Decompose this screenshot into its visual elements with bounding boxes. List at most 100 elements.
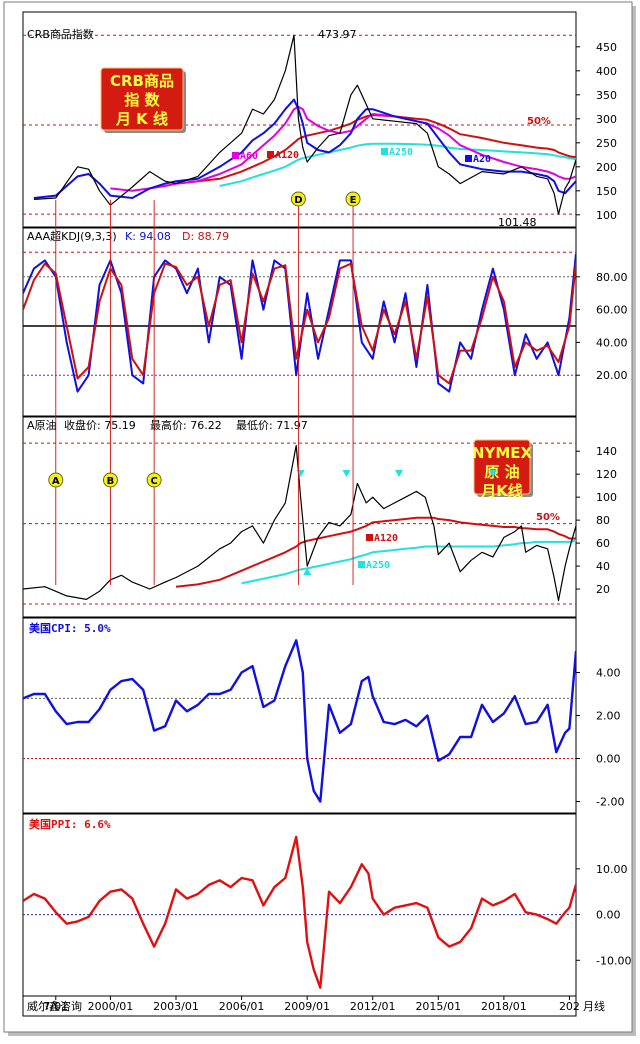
oil-ytick-label-0: 140 — [596, 445, 617, 458]
kdj-ytick-label-2: 40.00 — [596, 336, 628, 349]
kdj-ytick-label-0: 80.00 — [596, 271, 628, 284]
crb-stamp-line-1: 指 数 — [124, 91, 160, 109]
x-tick-label-1: 2000/01 — [88, 1000, 134, 1013]
ppi-ytick-label-1: 0.00 — [596, 909, 621, 922]
oil-ytick-label-3: 80 — [596, 514, 610, 527]
x-tick-label-0: 7/01 — [43, 1000, 68, 1013]
marker-circle-C — [146, 472, 162, 488]
crb-ma60-tag-swatch — [232, 152, 239, 159]
ppi-ytick-label-2: -10.00 — [596, 954, 631, 967]
oil-ma250-tag-label: A250 — [366, 560, 390, 571]
ppi-line — [23, 835, 576, 989]
marker-label-C: C — [150, 476, 157, 487]
marker-circle-A — [48, 472, 64, 488]
cpi-ytick-label-2: 0.00 — [596, 753, 621, 766]
crb-ytick-label-3: 300 — [596, 113, 617, 126]
oil-ytick-label-2: 100 — [596, 491, 617, 504]
cpi-ytick-label-0: 4.00 — [596, 667, 621, 680]
panel-box-4 — [22, 813, 577, 997]
oil-stamp-box — [473, 439, 531, 495]
crb-ma120-tag-swatch — [267, 151, 274, 158]
crb-ma120-line — [175, 114, 576, 185]
x-tick-label-5: 2012/01 — [350, 1000, 396, 1013]
oil-ytick-label-6: 20 — [596, 583, 610, 596]
oil-ma120-tag-swatch — [366, 534, 373, 541]
crb-price-line — [33, 34, 576, 215]
oil-close-label: 收盘价: 75.19 — [64, 418, 136, 432]
ppi-title: 美国PPI: 6.6% — [29, 817, 111, 831]
crb-ytick-label-6: 150 — [596, 185, 617, 198]
panels-layer — [22, 11, 577, 1017]
cpi-line — [23, 639, 576, 803]
crb-ma120-tag-label: A120 — [275, 150, 299, 161]
series-layer — [23, 34, 576, 989]
oil-ytick-label-5: 40 — [596, 560, 610, 573]
crb-ma60-tag-label: A60 — [240, 151, 258, 162]
oil-ytick-label-4: 60 — [596, 537, 610, 550]
crb-ma20-line — [33, 98, 576, 199]
crb-title: CRB商品指数 — [27, 27, 94, 41]
panel-box-3 — [22, 617, 577, 814]
cpi-title: 美国CPI: 5.0% — [29, 621, 111, 635]
crb-ma20-tag-label: A20 — [473, 154, 491, 165]
marker-label-B: B — [107, 476, 115, 487]
ppi-ytick-label-0: 10.00 — [596, 863, 628, 876]
kdj-k-label: K: 94.08 — [125, 230, 171, 243]
oil-up-arrow-0 — [303, 568, 312, 575]
labels-layer: 450 400 350 300 250 200 150 100 CRB商品指数 CRB商品指 数月… — [27, 27, 631, 1013]
marker-label-A: A — [52, 476, 60, 487]
x-tick-label-8: 202 — [559, 1000, 580, 1013]
crb-stamp-line-2: 月 K 线 — [115, 110, 168, 128]
crb-ytick-label-0: 450 — [596, 41, 617, 54]
crb-ma250-tag-label: A250 — [389, 147, 413, 158]
x-axis-right-label: 月线 — [583, 999, 605, 1013]
oil-down-arrow-0 — [342, 470, 351, 477]
oil-ytick-label-1: 120 — [596, 468, 617, 481]
x-tick-label-4: 2009/01 — [284, 1000, 330, 1013]
oil-50pct-label: 50% — [536, 512, 560, 523]
crb-stamp-line-0: CRB商品 — [110, 72, 174, 90]
crb-low-label: 101.48 — [498, 216, 537, 229]
crb-50pct-label: 50% — [527, 116, 551, 127]
marker-label-E: E — [350, 195, 357, 206]
crb-ma250-line — [219, 142, 576, 187]
kdj-ytick-label-1: 60.00 — [596, 304, 628, 317]
x-tick-label-2: 2003/01 — [153, 1000, 199, 1013]
oil-ma250-line — [241, 539, 576, 585]
kdj-title: AAA超KDJ(9,3,3) — [27, 229, 117, 243]
crb-ma20-tag-swatch — [465, 155, 472, 162]
oil-ma250-tag-swatch — [358, 561, 365, 568]
kdj-d-line — [23, 262, 576, 385]
oil-ma120-line — [175, 516, 576, 588]
oil-ma120-tag-label: A120 — [374, 533, 398, 544]
kdj-d-label: D: 88.79 — [182, 230, 229, 243]
crb-stamp-box — [100, 67, 184, 131]
x-axis-left-label: 威尔鑫咨询 — [27, 999, 82, 1013]
kdj-ytick-label-3: 20.00 — [596, 369, 628, 382]
marker-label-D: D — [294, 195, 302, 206]
crb-ytick-label-2: 350 — [596, 89, 617, 102]
date-axis-strip — [22, 995, 577, 1017]
oil-stamp-line-1: 原 油 — [484, 463, 519, 481]
oil-title: A原油 — [27, 418, 57, 432]
marker-circle-E — [345, 191, 361, 207]
oil-price-line — [23, 444, 576, 602]
crb-ma250-tag-swatch — [381, 148, 388, 155]
x-tick-label-7: 2018/01 — [481, 1000, 527, 1013]
x-tick-label-3: 2006/01 — [219, 1000, 265, 1013]
crb-ytick-label-5: 200 — [596, 161, 617, 174]
cpi-ytick-label-1: 2.00 — [596, 710, 621, 723]
x-tick-label-6: 2015/01 — [415, 1000, 461, 1013]
crb-ytick-label-1: 400 — [596, 65, 617, 78]
oil-high-label: 最高价: 76.22 — [150, 418, 222, 432]
oil-stamp-line-2: 月K线 — [480, 482, 523, 500]
crb-high-label: 473.97 — [318, 28, 357, 41]
oil-stamp-line-0: NYMEX — [472, 444, 533, 462]
cpi-ytick-label-3: -2.00 — [596, 796, 624, 809]
panel-box-1 — [22, 227, 577, 417]
marker-circle-D — [290, 191, 306, 207]
marker-circle-B — [102, 472, 118, 488]
oil-down-arrow-2 — [488, 470, 497, 477]
